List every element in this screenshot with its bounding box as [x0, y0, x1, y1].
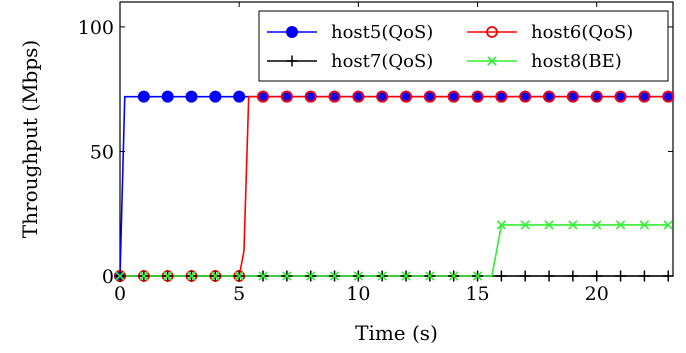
y-tick-label: 0 — [102, 266, 114, 288]
x-tick-label: 15 — [465, 283, 489, 305]
legend-label: host7(QoS) — [331, 51, 433, 72]
data-point — [234, 271, 244, 281]
data-point — [400, 90, 412, 103]
data-point — [186, 271, 197, 281]
data-point — [566, 90, 579, 103]
legend-label: host5(QoS) — [331, 22, 433, 43]
y-tick-label: 100 — [78, 17, 114, 39]
data-point — [471, 90, 484, 103]
data-point — [353, 271, 364, 281]
data-point — [233, 90, 246, 103]
series-host5-qos- — [120, 95, 669, 277]
series-host6-qos- — [120, 95, 669, 277]
data-point — [591, 270, 603, 282]
data-point — [447, 90, 460, 103]
data-point — [377, 271, 387, 281]
data-point — [185, 90, 198, 103]
data-point — [376, 90, 389, 103]
series-markers — [115, 220, 673, 281]
y-axis-label: Throughput (Mbps) — [18, 40, 42, 238]
legend: host5(QoS) host6(QoS) host7(QoS) host8(BE) — [258, 10, 669, 82]
data-point — [487, 56, 497, 66]
data-point — [495, 270, 507, 282]
data-point — [544, 220, 554, 230]
data-point — [286, 26, 298, 38]
x-tick-label: 10 — [346, 283, 370, 305]
series-markers — [114, 90, 675, 282]
series-layer — [114, 90, 675, 282]
data-point — [209, 90, 222, 103]
data-point — [592, 220, 602, 230]
legend-item: host8(BE) — [467, 51, 622, 72]
data-point — [329, 271, 340, 281]
data-point — [662, 270, 674, 282]
data-point — [568, 220, 578, 230]
data-point — [590, 90, 603, 103]
data-point — [258, 271, 268, 281]
legend-item: host5(QoS) — [267, 22, 433, 43]
data-point — [286, 55, 298, 67]
x-tick-label: 5 — [233, 283, 245, 305]
y-tick-label: 50 — [90, 141, 114, 163]
data-point — [486, 26, 498, 38]
legend-item: host6(QoS) — [467, 22, 633, 43]
data-point — [161, 90, 174, 103]
legend-label: host8(BE) — [531, 51, 622, 72]
x-tick-label: 0 — [114, 283, 126, 305]
data-point — [115, 271, 125, 281]
data-point — [495, 90, 508, 103]
data-point — [615, 220, 626, 230]
data-point — [449, 271, 459, 281]
data-point — [305, 271, 316, 281]
legend-box — [258, 10, 669, 82]
data-point — [210, 271, 221, 281]
series-line — [120, 95, 669, 277]
data-point — [257, 90, 269, 103]
legend-label: host6(QoS) — [531, 22, 633, 43]
data-point — [401, 271, 411, 281]
data-point — [496, 220, 507, 230]
data-point — [543, 90, 555, 103]
data-point — [162, 271, 173, 281]
legend-item: host7(QoS) — [267, 51, 433, 72]
data-point — [638, 270, 650, 282]
data-point — [567, 270, 579, 282]
series-line — [120, 224, 669, 277]
data-point — [663, 220, 673, 230]
data-point — [304, 90, 317, 103]
series-host8-be- — [120, 224, 669, 277]
series-markers — [114, 90, 675, 282]
data-point — [282, 271, 292, 281]
series-line — [120, 95, 669, 277]
data-point — [639, 220, 650, 230]
data-point — [472, 271, 483, 281]
data-point — [614, 90, 627, 103]
x-tick-label: 20 — [585, 283, 609, 305]
data-point — [615, 270, 627, 282]
data-point — [423, 90, 436, 103]
x-axis-label: Time (s) — [355, 321, 438, 345]
data-point — [280, 90, 293, 103]
data-point — [520, 220, 530, 230]
data-point — [137, 90, 150, 103]
data-point — [519, 270, 531, 282]
data-point — [638, 90, 651, 103]
data-point — [662, 90, 675, 103]
data-point — [139, 271, 149, 281]
data-point — [425, 271, 435, 281]
data-point — [352, 90, 365, 103]
data-point — [543, 270, 555, 282]
data-point — [328, 90, 341, 103]
data-point — [519, 90, 532, 103]
